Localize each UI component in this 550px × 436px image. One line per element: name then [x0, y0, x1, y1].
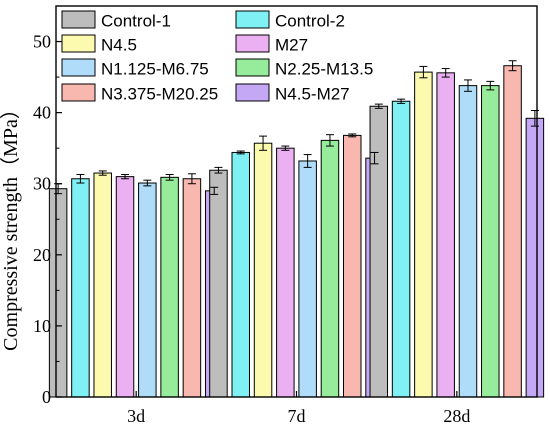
- legend-swatch: [61, 58, 96, 77]
- y-tick-label: 50: [33, 32, 51, 52]
- legend-swatch: [235, 58, 270, 77]
- bar: [414, 71, 433, 398]
- y-tick-label: 30: [33, 174, 51, 194]
- legend-label: N1.125-M6.75: [101, 60, 209, 79]
- bar: [298, 160, 317, 398]
- bar: [48, 188, 68, 398]
- bar: [276, 147, 295, 398]
- legend-label: N3.375-M20.25: [101, 85, 218, 104]
- bar: [436, 72, 455, 398]
- legend-swatch: [235, 10, 270, 29]
- bars-layer: [48, 65, 545, 398]
- legend: Control-1 Control-2 N4.5 M27 N1.125-M6.75 N2.…: [61, 10, 373, 104]
- bar: [231, 151, 250, 398]
- y-tick-label: 0: [42, 387, 51, 407]
- legend-label: N4.5: [101, 36, 137, 55]
- bar: [481, 85, 500, 398]
- y-tick-label: 10: [33, 316, 51, 336]
- y-tick-label: 40: [33, 103, 51, 123]
- legend-label: M27: [275, 36, 308, 55]
- bar: [182, 178, 202, 398]
- bar: [369, 105, 389, 398]
- bar: [209, 169, 228, 398]
- bar: [160, 176, 179, 398]
- legend-swatch: [235, 83, 270, 102]
- x-tick-label: 7d: [288, 406, 306, 426]
- error-bars-layer: [54, 60, 539, 195]
- bar: [71, 178, 90, 398]
- y-axis-label: Compressive strength（MPa）: [0, 99, 22, 351]
- legend-label: Control-2: [275, 12, 345, 31]
- bar: [343, 134, 362, 398]
- y-tick-label: 20: [33, 245, 51, 265]
- legend-swatch: [61, 34, 96, 53]
- x-tick-label: 3d: [127, 406, 145, 426]
- x-tick-label: 28d: [443, 406, 470, 426]
- legend-label: N2.25-M13.5: [275, 60, 373, 79]
- legend-label: Control-1: [101, 12, 171, 31]
- bar: [138, 182, 157, 398]
- bar: [93, 172, 112, 398]
- bar: [503, 65, 522, 398]
- bar: [320, 139, 340, 398]
- legend-swatch: [61, 83, 96, 102]
- bar: [525, 117, 545, 398]
- legend-swatch: [235, 34, 270, 53]
- bar: [253, 142, 273, 398]
- bar: [458, 85, 478, 398]
- bar: [391, 100, 411, 398]
- legend-label: N4.5-M27: [275, 85, 350, 104]
- bar: [115, 176, 135, 398]
- legend-swatch: [61, 10, 96, 29]
- axes-layer: 0 10 20 30 40 50 3d 7d 28d: [33, 5, 538, 426]
